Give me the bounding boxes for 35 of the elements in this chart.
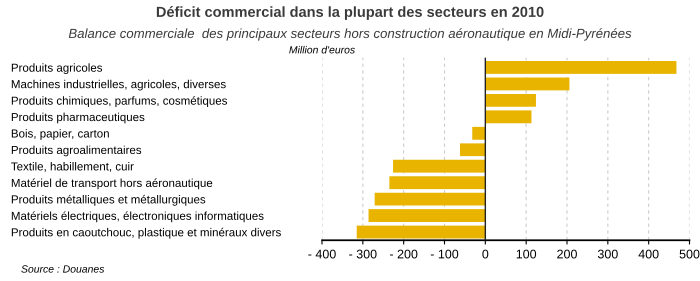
y-tick-label: Produits pharmaceutiques	[12, 112, 144, 124]
y-tick-label: Produits chimiques, parfums, cosmétiques	[12, 96, 228, 108]
text: Million d'euros	[289, 46, 355, 54]
bar	[485, 61, 676, 74]
y-tick-label: Matériel de transport hors aéronautique	[12, 178, 212, 190]
bar	[374, 192, 486, 206]
bar	[485, 94, 536, 107]
x-tick-label: - 400	[308, 250, 336, 258]
y-tick-label: Machines industrielles, agricoles, diverses	[12, 80, 226, 90]
x-tick-label: 500	[680, 250, 700, 258]
bar	[393, 160, 486, 173]
bar	[460, 143, 486, 156]
bar	[356, 226, 486, 238]
bar	[389, 176, 486, 190]
y-tick-label: Produits agricoles	[12, 63, 102, 74]
bar	[485, 110, 532, 124]
source-note: Source : Douanes	[21, 265, 104, 273]
y-tick-label: Matériels électriques, électroniques informatiques	[12, 211, 264, 222]
x-tick-label: 100	[516, 250, 536, 258]
chart-subtitle: Balance commerciale des principaux secteurs hors construction aéronautique en Midi-Pyrénées	[68, 28, 632, 41]
x-tick-label: 400	[638, 250, 659, 258]
y-tick-label: Produits métalliques et métallurgiques	[12, 194, 206, 206]
x-tick-label: - 200	[390, 250, 418, 258]
x-tick-label: 0	[482, 250, 488, 258]
x-tick-label: 300	[598, 250, 618, 258]
y-tick-label: Produits en caoutchouc, plastique et minéraux divers	[12, 228, 281, 239]
y-tick-label: Textile, habillement, cuir	[11, 162, 134, 172]
y-tick-label: Bois, papier, carton	[12, 129, 109, 140]
x-tick-label: - 100	[430, 250, 458, 258]
y-tick-label: Produits agroalimentaires	[12, 146, 142, 156]
chart-title: Déficit commercial dans la plupart des secteurs en 2010	[156, 6, 544, 20]
bar	[485, 78, 570, 90]
bar	[368, 209, 486, 222]
x-tick-label: 200	[557, 250, 577, 258]
x-tick-label: - 300	[349, 250, 377, 258]
